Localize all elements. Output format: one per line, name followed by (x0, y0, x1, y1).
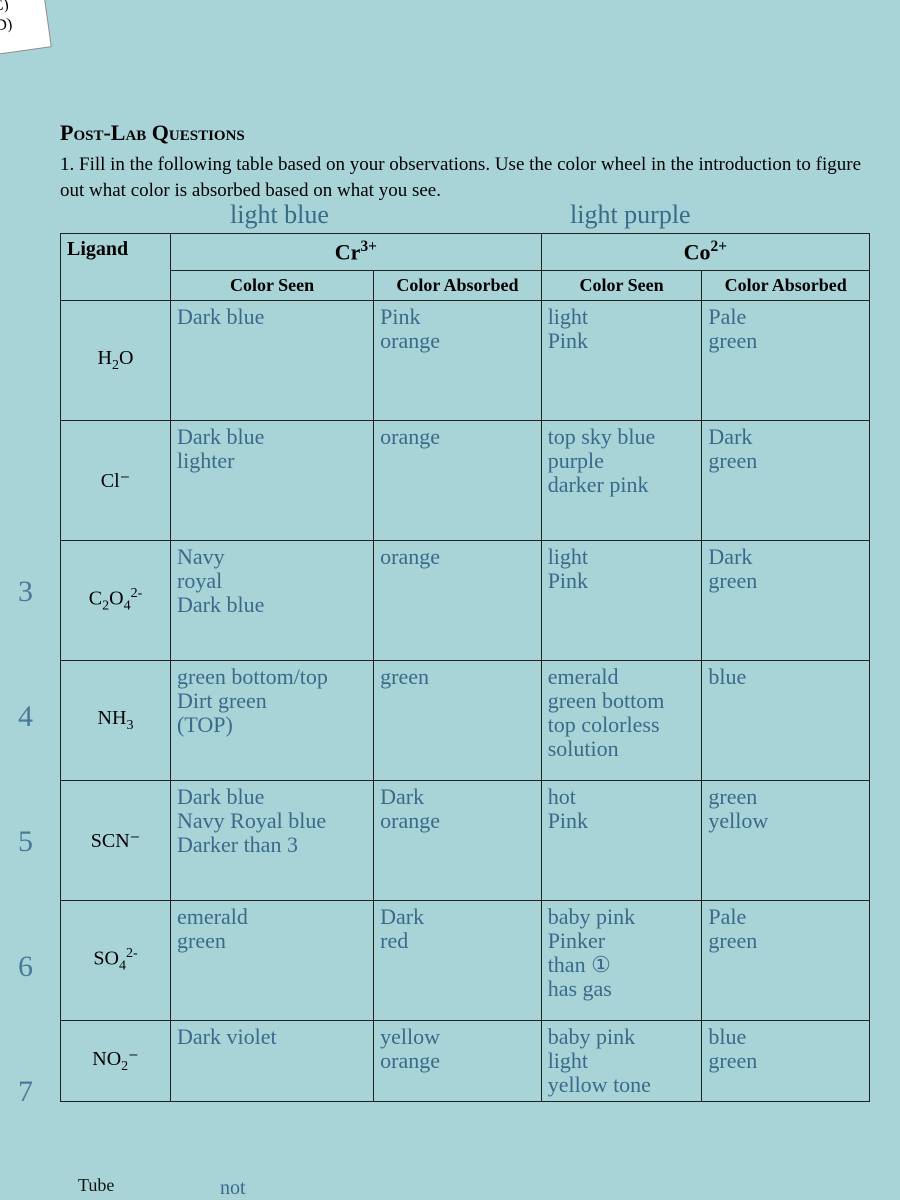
observations-table: Ligand Cr3+ Co2+ Color Seen Color Absorb… (60, 233, 870, 1102)
table-row: Cl⁻Dark blue lighterorangetop sky blue p… (61, 420, 870, 540)
co-abs-cell: green yellow (702, 780, 870, 900)
cr-seen-cell: Navy royal Dark blue (171, 540, 374, 660)
table-row: SO42-emerald greenDark redbaby pink Pink… (61, 900, 870, 1020)
cr-abs-cell: orange (374, 540, 542, 660)
row-number-annotation: 7 (18, 1075, 33, 1109)
co-header: Co2+ (541, 234, 869, 270)
co-abs-header: Color Absorbed (702, 270, 870, 300)
cr-abs-cell: orange (374, 420, 542, 540)
cr-seen-cell: Dark blue Navy Royal blue Darker than 3 (171, 780, 374, 900)
co-seen-cell: light Pink (541, 540, 702, 660)
bottom-cut-tube: Tube (78, 1175, 114, 1196)
cr-seen-cell: Dark blue lighter (171, 420, 374, 540)
cr-seen-cell: Dark violet (171, 1020, 374, 1102)
co-seen-cell: hot Pink (541, 780, 702, 900)
prev-page-corner: C) D) (0, 0, 52, 55)
ligand-cell: SO42- (61, 900, 171, 1020)
ligand-cell: Cl⁻ (61, 420, 171, 540)
option-d: D) (0, 11, 42, 35)
ligand-cell: C2O42- (61, 540, 171, 660)
co-seen-cell: baby pink light yellow tone (541, 1020, 702, 1102)
cr-header: Cr3+ (171, 234, 542, 270)
co-abs-cell: Dark green (702, 420, 870, 540)
table-row: H2ODark bluePink orangelight PinkPale gr… (61, 300, 870, 420)
co-abs-cell: Dark green (702, 540, 870, 660)
cr-abs-cell: Pink orange (374, 300, 542, 420)
co-seen-cell: baby pink Pinker than ① has gas (541, 900, 702, 1020)
table-row: SCN⁻Dark blue Navy Royal blue Darker tha… (61, 780, 870, 900)
cr-seen-cell: emerald green (171, 900, 374, 1020)
cr-abs-cell: yellow orange (374, 1020, 542, 1102)
cr-abs-cell: Dark orange (374, 780, 542, 900)
co-seen-cell: top sky blue purple darker pink (541, 420, 702, 540)
header-row-2: Color Seen Color Absorbed Color Seen Col… (61, 270, 870, 300)
row-number-annotation: 4 (18, 700, 33, 734)
ligand-header: Ligand (61, 234, 171, 300)
ligand-cell: H2O (61, 300, 171, 420)
cr-seen-cell: green bottom/top Dirt green (TOP) (171, 660, 374, 780)
co-abs-cell: blue green (702, 1020, 870, 1102)
table-row: NO2⁻Dark violetyellow orangebaby pink li… (61, 1020, 870, 1102)
co-abs-cell: Pale green (702, 300, 870, 420)
table-row: NH3green bottom/top Dirt green (TOP)gree… (61, 660, 870, 780)
hand-annotation-cr: light blue (230, 200, 329, 230)
cr-abs-header: Color Absorbed (374, 270, 542, 300)
row-number-annotation: 3 (18, 575, 33, 609)
cr-abs-cell: green (374, 660, 542, 780)
bottom-cut-not: not (220, 1177, 246, 1200)
co-seen-cell: emerald green bottom top colorless solut… (541, 660, 702, 780)
ligand-cell: NO2⁻ (61, 1020, 171, 1102)
row-number-annotation: 5 (18, 825, 33, 859)
ligand-cell: NH3 (61, 660, 171, 780)
worksheet-content: Post-Lab Questions 1. Fill in the follow… (0, 0, 900, 1102)
cr-abs-cell: Dark red (374, 900, 542, 1020)
hand-annotation-co: light purple (570, 200, 691, 230)
table-row: C2O42-Navy royal Dark blueorangelight Pi… (61, 540, 870, 660)
cr-seen-header: Color Seen (171, 270, 374, 300)
co-seen-header: Color Seen (541, 270, 702, 300)
question-instruction: 1. Fill in the following table based on … (60, 152, 870, 203)
co-seen-cell: light Pink (541, 300, 702, 420)
header-row-1: Ligand Cr3+ Co2+ (61, 234, 870, 270)
co-abs-cell: blue (702, 660, 870, 780)
section-heading: Post-Lab Questions (60, 120, 870, 146)
ligand-cell: SCN⁻ (61, 780, 171, 900)
co-abs-cell: Pale green (702, 900, 870, 1020)
row-number-annotation: 6 (18, 950, 33, 984)
cr-seen-cell: Dark blue (171, 300, 374, 420)
